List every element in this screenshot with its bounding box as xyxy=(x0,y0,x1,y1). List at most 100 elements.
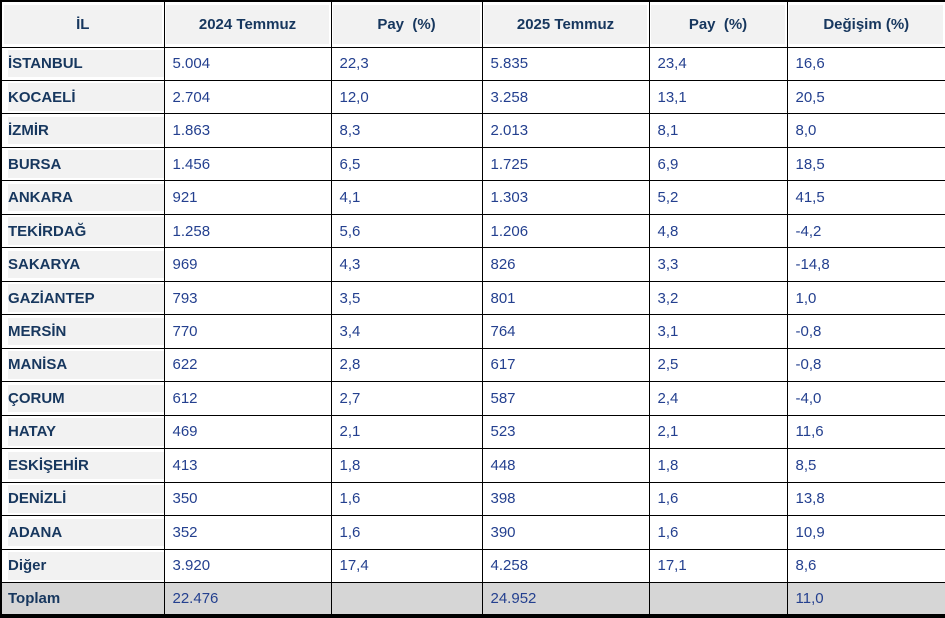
cell-pay-2024: 22,3 xyxy=(330,46,483,81)
cell-2025: 24.952 xyxy=(481,582,650,617)
cell-2024: 1.863 xyxy=(163,113,332,148)
cell-il: KOCAELİ xyxy=(0,79,165,115)
cell-il: ÇORUM xyxy=(0,381,165,416)
cell-2024: 1.258 xyxy=(163,213,332,249)
cell-il: MANİSA xyxy=(0,347,165,383)
table-row-denizli: DENİZLİ 350 1,6 398 1,6 13,8 xyxy=(0,481,945,517)
cell-2024: 1.456 xyxy=(163,146,332,182)
cell-2024: 469 xyxy=(163,414,332,450)
table-row-mersin: MERSİN 770 3,4 764 3,1 -0,8 xyxy=(0,314,945,349)
cell-pay-2025: 8,1 xyxy=(648,113,788,148)
table-row-ankara: ANKARA 921 4,1 1.303 5,2 41,5 xyxy=(0,180,945,215)
cell-il: DENİZLİ xyxy=(0,481,165,517)
cell-2025: 826 xyxy=(481,247,650,282)
cell-2025: 3.258 xyxy=(481,79,650,115)
cell-il-toplam: Toplam xyxy=(0,582,165,617)
header-il: İL xyxy=(0,0,165,48)
table-row-gaziantep: GAZİANTEP 793 3,5 801 3,2 1,0 xyxy=(0,280,945,316)
cell-pay-2024: 5,6 xyxy=(330,213,483,249)
cell-2025: 448 xyxy=(481,448,650,483)
cell-il: ANKARA xyxy=(0,180,165,215)
cell-pay-2024: 1,8 xyxy=(330,448,483,483)
cell-2025: 2.013 xyxy=(481,113,650,148)
cell-2024: 921 xyxy=(163,180,332,215)
cell-pay-2024: 4,1 xyxy=(330,180,483,215)
header-row: İL 2024 Temmuz Pay (%) 2025 Temmuz Pay (… xyxy=(0,0,945,48)
cell-2024: 622 xyxy=(163,347,332,383)
cell-pay-2024: 2,8 xyxy=(330,347,483,383)
cell-degisim: -4,2 xyxy=(786,213,945,249)
table-row-manisa: MANİSA 622 2,8 617 2,5 -0,8 xyxy=(0,347,945,383)
cell-il: GAZİANTEP xyxy=(0,280,165,316)
cell-2024: 793 xyxy=(163,280,332,316)
cell-2025: 587 xyxy=(481,381,650,416)
table-row-corum: ÇORUM 612 2,7 587 2,4 -4,0 xyxy=(0,381,945,416)
table-row-tekirdag: TEKİRDAĞ 1.258 5,6 1.206 4,8 -4,2 xyxy=(0,213,945,249)
cell-2024: 352 xyxy=(163,515,332,550)
cell-pay-2025: 3,1 xyxy=(648,314,788,349)
cell-pay-2024: 1,6 xyxy=(330,481,483,517)
cell-2025: 5.835 xyxy=(481,46,650,81)
cell-pay-2025: 2,1 xyxy=(648,414,788,450)
cell-pay-2025: 5,2 xyxy=(648,180,788,215)
cell-pay-2024: 1,6 xyxy=(330,515,483,550)
cell-2024: 969 xyxy=(163,247,332,282)
cell-degisim: 11,0 xyxy=(786,582,945,617)
cell-il: BURSA xyxy=(0,146,165,182)
cell-pay-2025: 2,4 xyxy=(648,381,788,416)
cell-degisim: -0,8 xyxy=(786,314,945,349)
cell-il: TEKİRDAĞ xyxy=(0,213,165,249)
cell-degisim: 10,9 xyxy=(786,515,945,550)
cell-2024: 22.476 xyxy=(163,582,332,617)
cell-2025: 398 xyxy=(481,481,650,517)
cell-pay-2025: 4,8 xyxy=(648,213,788,249)
cell-2025: 764 xyxy=(481,314,650,349)
cell-pay-2025 xyxy=(648,582,788,617)
cell-pay-2024: 2,7 xyxy=(330,381,483,416)
cell-pay-2025: 1,6 xyxy=(648,481,788,517)
cell-il: İSTANBUL xyxy=(0,46,165,81)
cell-degisim: -4,0 xyxy=(786,381,945,416)
cell-2025: 523 xyxy=(481,414,650,450)
cell-pay-2025: 3,3 xyxy=(648,247,788,282)
cell-pay-2024: 2,1 xyxy=(330,414,483,450)
table-row-sakarya: SAKARYA 969 4,3 826 3,3 -14,8 xyxy=(0,247,945,282)
table-header: İL 2024 Temmuz Pay (%) 2025 Temmuz Pay (… xyxy=(0,0,945,48)
cell-2025: 801 xyxy=(481,280,650,316)
header-pay-2025: Pay (%) xyxy=(648,0,788,48)
cell-2024: 2.704 xyxy=(163,79,332,115)
table-row-istanbul: İSTANBUL 5.004 22,3 5.835 23,4 16,6 xyxy=(0,46,945,81)
cell-pay-2024: 12,0 xyxy=(330,79,483,115)
cell-degisim: -0,8 xyxy=(786,347,945,383)
cell-il: İZMİR xyxy=(0,113,165,148)
cell-il: SAKARYA xyxy=(0,247,165,282)
cell-2024: 770 xyxy=(163,314,332,349)
cell-2024: 612 xyxy=(163,381,332,416)
cell-pay-2025: 1,6 xyxy=(648,515,788,550)
header-pay-2024: Pay (%) xyxy=(330,0,483,48)
cell-degisim: 13,8 xyxy=(786,481,945,517)
cell-pay-2024: 8,3 xyxy=(330,113,483,148)
table-body: İSTANBUL 5.004 22,3 5.835 23,4 16,6 KOCA… xyxy=(0,46,945,617)
cell-pay-2025: 6,9 xyxy=(648,146,788,182)
table-row-hatay: HATAY 469 2,1 523 2,1 11,6 xyxy=(0,414,945,450)
cell-pay-2024: 3,4 xyxy=(330,314,483,349)
cell-degisim: 8,5 xyxy=(786,448,945,483)
cell-2024: 3.920 xyxy=(163,548,332,584)
cell-degisim: 8,6 xyxy=(786,548,945,584)
cell-degisim: 18,5 xyxy=(786,146,945,182)
cell-2025: 1.303 xyxy=(481,180,650,215)
cell-2025: 617 xyxy=(481,347,650,383)
cell-2025: 1.725 xyxy=(481,146,650,182)
table-row-izmir: İZMİR 1.863 8,3 2.013 8,1 8,0 xyxy=(0,113,945,148)
cell-degisim: 16,6 xyxy=(786,46,945,81)
header-degisim: Değişim (%) xyxy=(786,0,945,48)
cell-pay-2025: 2,5 xyxy=(648,347,788,383)
cell-il: HATAY xyxy=(0,414,165,450)
cell-2025: 1.206 xyxy=(481,213,650,249)
table-row-bursa: BURSA 1.456 6,5 1.725 6,9 18,5 xyxy=(0,146,945,182)
cell-pay-2024: 3,5 xyxy=(330,280,483,316)
total-row: Toplam 22.476 24.952 11,0 xyxy=(0,582,945,617)
cell-pay-2024 xyxy=(330,582,483,617)
